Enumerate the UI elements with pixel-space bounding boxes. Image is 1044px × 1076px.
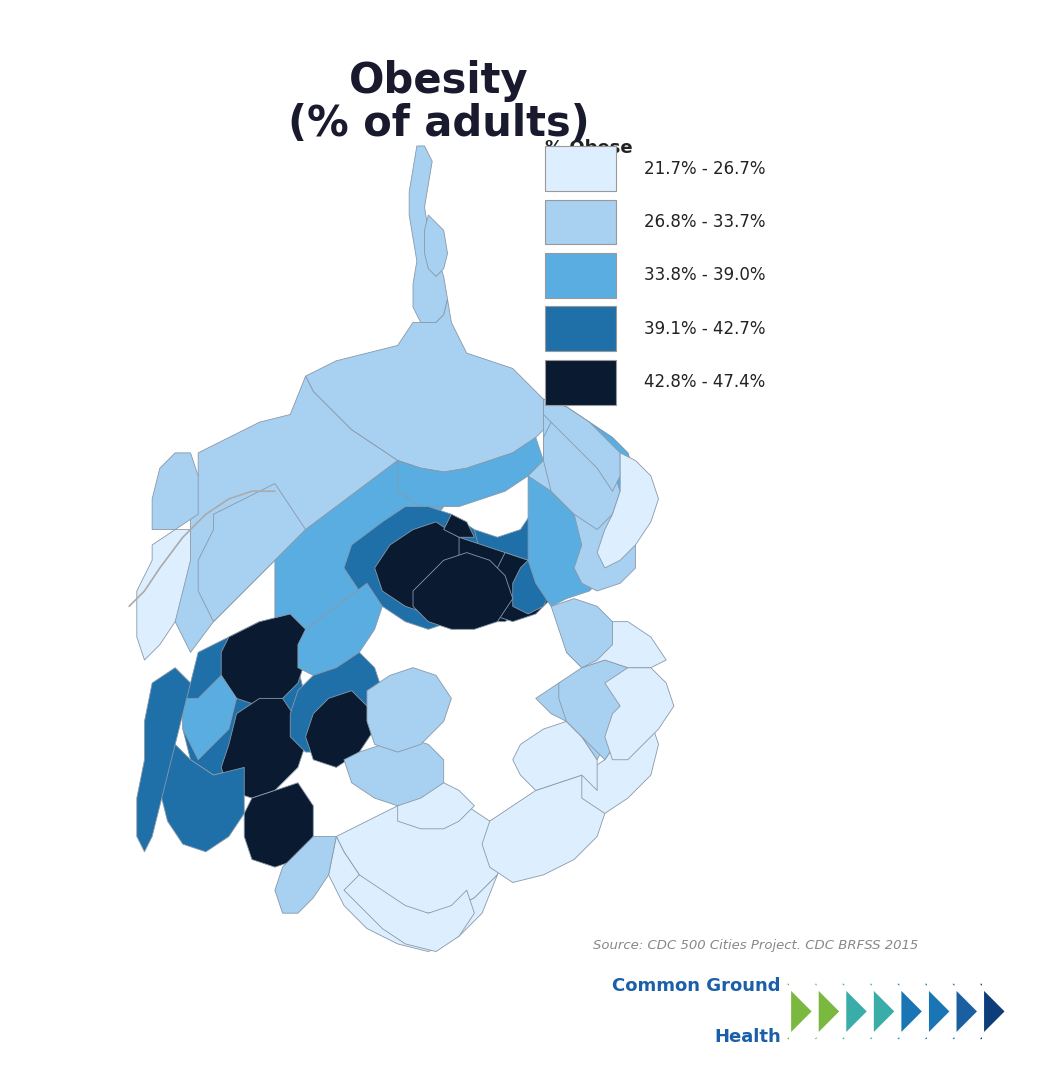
FancyBboxPatch shape [545,200,616,244]
Text: 39.1% - 42.7%: 39.1% - 42.7% [644,320,765,338]
Text: Obesity: Obesity [349,59,528,102]
Text: 21.7% - 26.7%: 21.7% - 26.7% [644,159,765,178]
Text: Source: CDC 500 Cities Project. CDC BRFSS 2015: Source: CDC 500 Cities Project. CDC BRFS… [593,939,919,952]
FancyBboxPatch shape [545,146,616,192]
FancyArrow shape [808,979,840,1044]
FancyBboxPatch shape [545,307,616,351]
FancyArrow shape [836,979,869,1044]
Text: Health: Health [714,1028,781,1046]
Text: Common Ground: Common Ground [613,977,781,995]
Text: % Obese: % Obese [545,140,633,157]
FancyArrow shape [974,979,1006,1044]
FancyArrow shape [892,979,923,1044]
FancyArrow shape [946,979,978,1044]
Text: 26.8% - 33.7%: 26.8% - 33.7% [644,213,765,231]
FancyBboxPatch shape [545,253,616,298]
Text: 42.8% - 47.4%: 42.8% - 47.4% [644,373,765,392]
FancyBboxPatch shape [545,359,616,405]
FancyArrow shape [919,979,951,1044]
FancyArrow shape [781,979,813,1044]
Text: 33.8% - 39.0%: 33.8% - 39.0% [644,267,765,284]
FancyArrow shape [863,979,896,1044]
Text: (% of adults): (% of adults) [287,102,590,145]
